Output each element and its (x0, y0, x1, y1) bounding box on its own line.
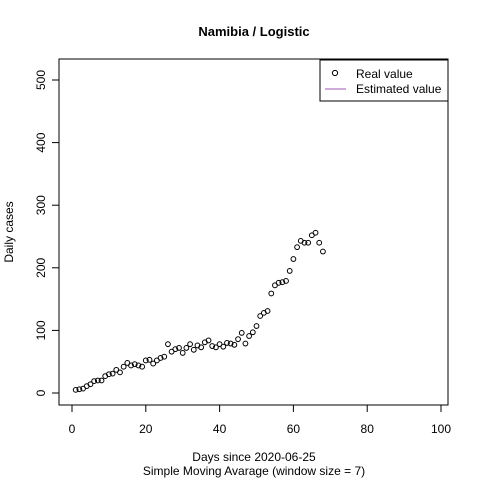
y-tick-label: 100 (34, 320, 48, 340)
data-point (249, 329, 256, 336)
data-point (286, 268, 293, 274)
x-tick-label: 0 (69, 422, 76, 436)
x-axis: 0 20 40 60 80 100 (69, 404, 451, 436)
data-point (213, 344, 219, 351)
y-tick-label: 400 (34, 132, 48, 152)
data-point (87, 381, 94, 388)
data-point (198, 344, 205, 351)
data-point (91, 378, 98, 385)
y-tick-label: 500 (34, 70, 48, 90)
data-point (290, 256, 297, 262)
data-point (283, 278, 289, 284)
data-point (238, 330, 245, 336)
data-point (190, 346, 197, 353)
data-point (224, 340, 230, 346)
data-point (117, 369, 123, 376)
y-tick-label: 300 (34, 195, 48, 215)
data-point (246, 333, 253, 339)
data-point (301, 239, 308, 246)
data-point (142, 357, 149, 364)
legend-box (319, 59, 449, 102)
data-point (268, 290, 275, 297)
data-point (106, 371, 112, 378)
x-axis-label: Days since 2020-06-25 (192, 450, 316, 464)
y-axis-label: Daily cases (2, 201, 16, 262)
data-point (312, 229, 319, 236)
data-point (183, 345, 190, 351)
data-point (242, 340, 249, 347)
data-point (131, 361, 138, 368)
data-point (275, 279, 282, 286)
data-point (128, 362, 134, 369)
data-point (231, 341, 238, 348)
data-point (146, 356, 153, 363)
data-point (120, 363, 127, 370)
data-point (209, 343, 216, 349)
y-tick-label: 200 (34, 257, 48, 277)
data-point (139, 363, 146, 370)
data-point (316, 239, 323, 246)
data-point (227, 340, 234, 347)
data-point (294, 244, 300, 251)
data-point (235, 336, 241, 343)
data-point (257, 313, 264, 319)
legend: Real value Estimated value (319, 59, 449, 102)
chart-title: Namibia / Logistic (198, 24, 309, 39)
data-point (72, 386, 79, 393)
x-tick-label: 80 (361, 422, 375, 436)
legend-circle-icon (331, 69, 339, 77)
x-tick-label: 100 (431, 422, 451, 436)
data-point (253, 323, 260, 329)
data-point (165, 341, 171, 348)
x-tick-label: 40 (213, 422, 227, 436)
legend-label-estimated: Estimated value (356, 82, 442, 96)
y-axis: 0 100 200 300 400 500 (34, 70, 60, 396)
data-point (161, 353, 168, 360)
y-tick-label: 0 (34, 389, 48, 396)
legend-label-real: Real value (356, 67, 413, 81)
data-point (157, 355, 164, 361)
data-point (220, 343, 227, 350)
data-point (150, 360, 157, 367)
data-point (135, 362, 142, 369)
data-point (176, 345, 182, 351)
data-point (205, 337, 212, 344)
data-point (264, 308, 271, 314)
data-point (187, 341, 193, 348)
data-point (179, 350, 186, 356)
data-point (305, 239, 312, 246)
x-tick-label: 20 (139, 422, 153, 436)
data-point (76, 386, 83, 393)
x-axis-subtitle: Simple Moving Avarage (window size = 7) (143, 464, 365, 478)
plot-frame (58, 58, 449, 406)
data-point (320, 248, 326, 255)
data-point (109, 370, 116, 377)
data-points (72, 229, 326, 393)
data-point (172, 346, 179, 353)
x-tick-label: 60 (287, 422, 301, 436)
data-point (94, 377, 101, 384)
data-point (98, 377, 105, 384)
data-point (279, 279, 286, 286)
